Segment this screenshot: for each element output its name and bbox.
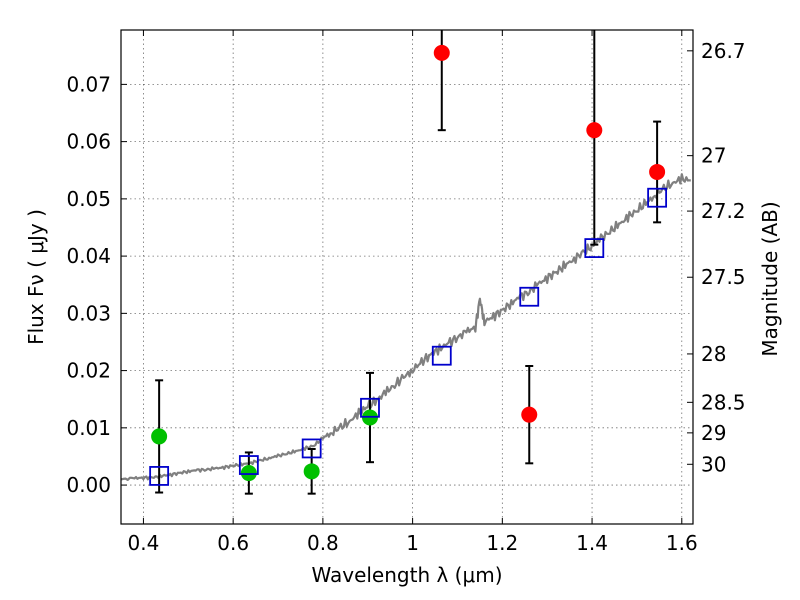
x-tick-label: 0.6 — [217, 531, 249, 555]
model-photometry-point — [584, 238, 605, 258]
data-markers — [149, 44, 668, 486]
y2-tick-label: 28.5 — [701, 390, 746, 414]
model-photometry-point — [301, 438, 322, 459]
data-point — [433, 44, 450, 61]
model-photometry-point — [647, 187, 668, 208]
y2-tick-label: 27.5 — [701, 265, 746, 289]
y-tick-label: 0.03 — [66, 301, 111, 325]
x-tick-label: 0.4 — [128, 531, 160, 555]
y2-axis-label: Magnitude (AB) — [758, 201, 782, 356]
error-bars — [155, 30, 662, 495]
data-point — [586, 122, 603, 139]
x-tick-label: 1 — [406, 531, 419, 555]
x-tick-label: 0.8 — [307, 531, 339, 555]
data-point — [521, 406, 538, 423]
x-axis-label: Wavelength λ (μm) — [311, 563, 502, 587]
model-photometry-point — [360, 397, 380, 418]
y2-tick-label: 30 — [701, 452, 726, 476]
y-tick-label: 0.05 — [66, 187, 111, 211]
y-tick-label: 0.02 — [66, 359, 111, 383]
data-point — [303, 463, 320, 480]
y-tick-label: 0.00 — [66, 473, 111, 497]
y-tick-label: 0.01 — [66, 416, 111, 440]
plot-frame — [120, 29, 694, 525]
x-tick-label: 1.2 — [486, 531, 518, 555]
model-spectrum-line — [120, 173, 691, 481]
x-tick-label: 1.6 — [666, 531, 698, 555]
model-photometry-point — [238, 455, 259, 475]
y-tick-label: 0.04 — [66, 244, 111, 268]
y2-tick-label: 27.2 — [701, 199, 746, 223]
grid — [121, 30, 693, 524]
y-tick-label: 0.07 — [66, 72, 111, 96]
model-spectrum-layer — [120, 173, 691, 481]
data-point — [240, 465, 257, 482]
model-photometry-point — [149, 466, 170, 486]
data-point — [151, 428, 168, 445]
model-photometry-point — [431, 345, 452, 366]
y2-tick-label: 28 — [701, 342, 726, 366]
y2-tick-label: 27 — [701, 144, 726, 168]
ticks: 0.4 0.6 0.8 1 1.2 1.4 1.6 0.00 0.01 0.02 0.03 0.04 0… — [66, 30, 746, 555]
y2-tick-label: 26.7 — [701, 39, 746, 63]
data-point — [649, 163, 666, 180]
y-tick-label: 0.06 — [66, 130, 111, 154]
y2-tick-label: 29 — [701, 421, 726, 445]
y-axis-label: Flux Fν ( μJy ) — [24, 209, 48, 345]
model-photometry-point — [519, 286, 540, 307]
x-tick-label: 1.4 — [576, 531, 608, 555]
